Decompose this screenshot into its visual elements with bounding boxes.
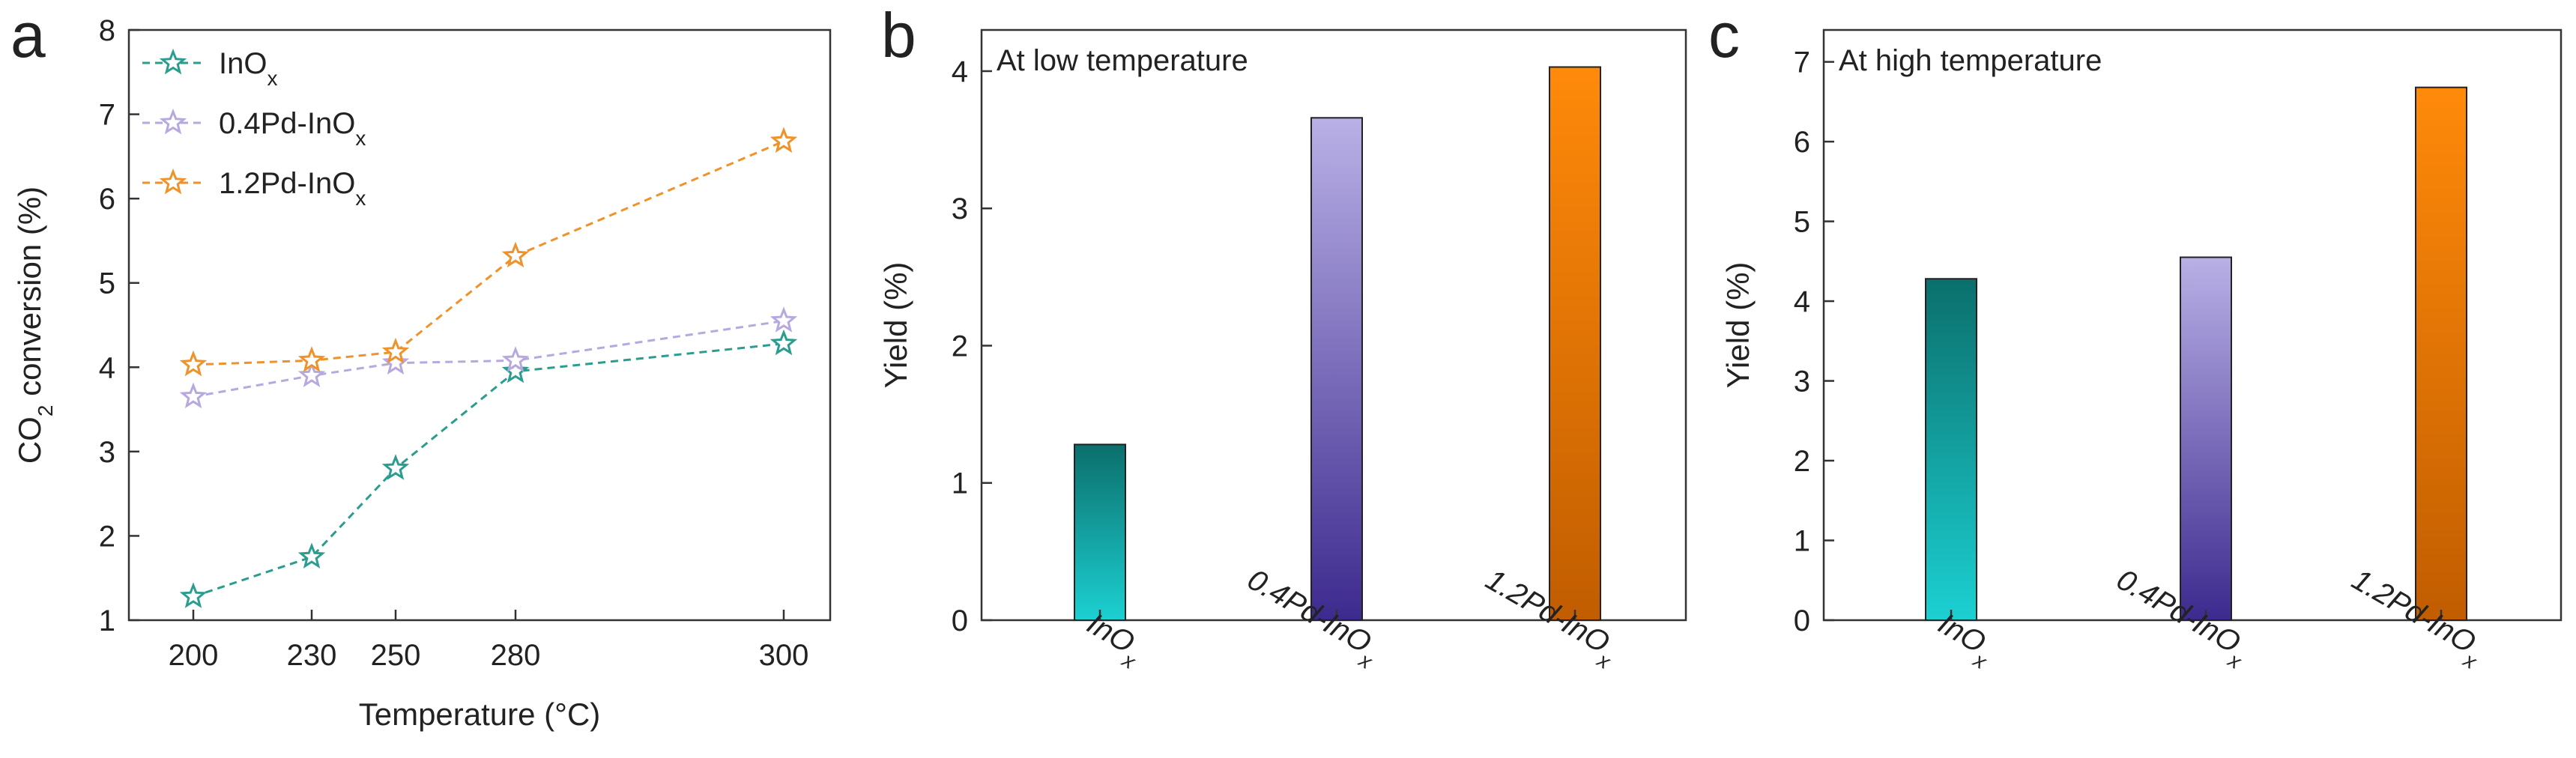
panel-a-point-1-1	[297, 361, 326, 388]
panel-c-bar-1	[2180, 256, 2232, 621]
panel-c-bar-2	[2415, 86, 2467, 621]
panel-a-x-axis-title: Temperature (°C)	[359, 697, 601, 732]
panel-b-bars	[1074, 66, 1601, 622]
panel-a-legend-marker-0	[159, 48, 187, 75]
panel-b-bar-0	[1074, 443, 1126, 621]
panel-a-y-tick-label: 7	[99, 99, 115, 132]
panel-a-point-1-4	[770, 306, 798, 333]
panel-a-legend-marker-1	[159, 108, 187, 135]
panel-a-series	[179, 127, 798, 608]
panel-a-point-1-0	[179, 382, 208, 409]
panel-a-point-0-2	[381, 454, 410, 480]
panel-a-point-1-3	[501, 346, 530, 372]
panel-c-y-ticks: 0 1 2 3 4 5 6 7	[1794, 46, 1834, 637]
panel-a-x-ticks: 200 230 250 280 300	[169, 610, 809, 672]
panel-a-y-tick-label: 1	[99, 604, 115, 637]
panel-a-x-tick-label: 280	[491, 639, 541, 672]
panel-a-point-0-4	[770, 329, 798, 356]
panel-a-y-axis-title-main: CO	[12, 416, 47, 464]
panel-c-y-tick-label: 7	[1794, 46, 1810, 79]
panel-a-point-2-2	[381, 337, 410, 364]
panel-b-y-tick-label: 0	[952, 604, 968, 637]
panel-a-legend-marker-2	[159, 168, 187, 195]
panel-c-y-tick-label: 3	[1794, 366, 1810, 398]
panel-a-y-axis-title-rest: conversion (%)	[12, 187, 47, 405]
panel-c-y-tick-label: 5	[1794, 206, 1810, 239]
panel-a-letter: a	[10, 0, 46, 70]
legend-label-main: 1.2Pd-InO	[219, 167, 355, 200]
panel-a-y-tick-label: 4	[99, 351, 115, 384]
panel-a-x-tick-label: 200	[169, 639, 219, 672]
panel-a-point-0-1	[297, 542, 326, 569]
panel-b-y-axis-title: Yield (%)	[878, 262, 913, 389]
panel-c-bar-0	[1925, 278, 1977, 621]
panel-c-y-tick-label: 2	[1794, 445, 1810, 478]
panel-a-y-tick-label: 2	[99, 520, 115, 553]
panel-a-legend-label-1: 0.4Pd-InOx	[219, 107, 366, 150]
panel-c-y-tick-label: 4	[1794, 285, 1810, 318]
panel-a-legend-label-0: InOx	[219, 47, 277, 90]
legend-label-main: InO	[219, 47, 267, 80]
panel-a-point-0-0	[179, 582, 208, 608]
panel-b-y-tick-label: 3	[952, 192, 968, 225]
panel-a-x-tick-label: 300	[759, 639, 809, 672]
panel-b-y-tick-label: 2	[952, 330, 968, 363]
panel-a-series-line-1	[193, 319, 784, 398]
panel-a-x-tick-label: 250	[371, 639, 421, 672]
panel-a-point-1-2	[381, 348, 410, 375]
panel-a-point-2-4	[770, 127, 798, 154]
panel-c-y-tick-label: 1	[1794, 525, 1810, 558]
panel-a-x-tick-label: 230	[287, 639, 337, 672]
panel-b-bar-1	[1310, 117, 1363, 622]
legend-label-sub: x	[267, 67, 277, 90]
panel-a-series-line-2	[193, 140, 784, 366]
panel-a-y-tick-label: 6	[99, 183, 115, 216]
legend-label-main: 0.4Pd-InO	[219, 107, 355, 140]
panel-a-y-axis-title: CO2 conversion (%)	[12, 187, 57, 464]
panel-b-letter: b	[881, 0, 916, 70]
panel-b-bar-2	[1549, 66, 1601, 622]
panel-a-y-tick-label: 8	[99, 14, 115, 47]
panel-b-y-tick-label: 4	[952, 55, 968, 88]
panel-b-y-ticks: 0 1 2 3 4	[952, 55, 992, 637]
panel-c-y-tick-label: 0	[1794, 604, 1810, 637]
panel-c-bars	[1925, 86, 2467, 621]
panel-a-point-2-3	[501, 241, 530, 268]
panel-c-title: At high temperature	[1839, 44, 2102, 77]
panel-a-y-tick-label: 5	[99, 267, 115, 300]
panel-a-point-2-1	[297, 346, 326, 372]
panel-a-frame	[127, 28, 832, 622]
panel-a-point-0-3	[501, 357, 530, 383]
panel-b-title: At low temperature	[997, 44, 1248, 77]
panel-b-y-tick-label: 1	[952, 467, 968, 500]
panel-a-point-2-0	[179, 350, 208, 377]
legend-label-sub: x	[355, 187, 366, 210]
panel-c-y-axis-title: Yield (%)	[1720, 262, 1756, 389]
panel-a-y-axis-title-sub: 2	[34, 405, 57, 417]
panel-a-y-tick-label: 3	[99, 436, 115, 469]
panel-c-y-tick-label: 6	[1794, 126, 1810, 159]
panel-a-y-ticks: 1 2 3 4 5 6 7 8	[99, 14, 139, 637]
panel-c-letter: c	[1708, 0, 1740, 70]
panel-a-legend-label-2: 1.2Pd-InOx	[219, 167, 366, 210]
legend-label-sub: x	[355, 127, 366, 150]
